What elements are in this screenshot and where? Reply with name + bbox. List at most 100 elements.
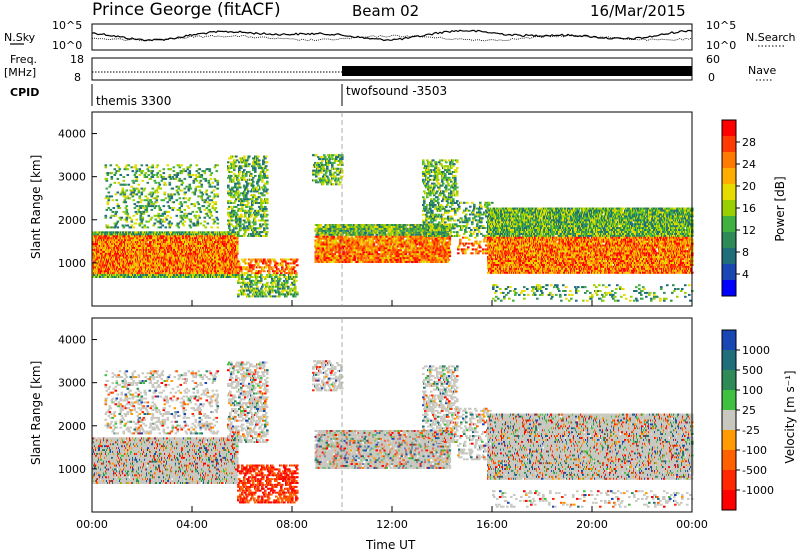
echo-cell [201,176,204,178]
echo-cell [265,225,268,227]
echo-cell [287,264,290,266]
echo-cell [247,165,250,167]
echo-cell [97,253,100,255]
echo-cell [227,202,230,204]
echo-cell [149,193,152,195]
echo-cell [185,213,188,215]
echo-cell [122,225,125,227]
echo-cell [190,176,193,178]
echo-cell [120,174,123,176]
echo-cell [274,282,277,284]
echo-cell [244,216,247,218]
echo-cell [281,282,284,284]
echo-cell [209,170,212,172]
echo-cell [244,227,247,229]
echo-cell [259,227,262,229]
echo-cell [133,215,136,217]
echo-cell [118,205,121,207]
echo-cell [141,172,144,174]
echo-cell [227,231,230,233]
echo-cell [110,209,113,211]
echo-cell [141,193,144,195]
echo-cell [238,169,241,171]
echo-cell [169,199,172,201]
echo-cell [251,179,254,181]
echo-cell [245,181,248,183]
echo-cell [228,227,231,229]
echo-cell [242,292,245,294]
echo-cell [247,227,250,229]
echo-cell [217,195,220,197]
echo-cell [266,223,269,225]
echo-cell [252,202,255,204]
echo-cell [229,200,232,202]
echo-cell [237,280,240,282]
echo-cell [216,211,219,213]
echo-cell [156,201,159,203]
echo-cell [232,225,235,227]
echo-cell [133,188,136,190]
echo-cell [179,166,182,168]
echo-cell [156,197,159,199]
echo-cell [198,203,201,205]
echo-cell [278,280,281,282]
echo-cell [262,159,265,161]
echo-cell [207,223,210,225]
echo-cell [111,195,114,197]
echo-cell [165,226,168,228]
echo-cell [212,207,215,209]
echo-cell [237,196,240,198]
echo-cell [212,239,215,241]
echo-cell [269,274,272,276]
echo-cell [139,225,142,227]
echo-cell [272,280,275,282]
echo-cell [231,189,234,191]
echo-cell [243,235,246,237]
echo-cell [136,178,139,180]
echo-cell [106,209,109,211]
echo-cell [296,264,299,266]
echo-cell [145,241,148,243]
echo-cell [183,168,186,170]
echo-cell [269,290,272,292]
echo-cell [235,264,238,266]
echo-cell [144,188,147,190]
echo-cell [151,201,154,203]
echo-cell [260,278,263,280]
echo-cell [236,270,239,272]
echo-cell [151,217,154,219]
echo-cell [266,220,269,222]
echo-cell [326,158,329,160]
echo-cell [133,192,136,194]
echo-cell [130,193,133,195]
echo-cell [259,173,262,175]
echo-cell [178,188,181,190]
echo-cell [283,270,286,272]
echo-cell [135,164,138,166]
echo-cell [187,205,190,207]
echo-cell [242,175,245,177]
echo-cell [199,217,202,219]
echo-cell [293,278,296,280]
echo-cell [195,178,198,180]
echo-cell [236,245,239,247]
echo-cell [281,264,284,266]
echo-cell [213,190,216,192]
echo-cell [234,185,237,187]
echo-cell [205,199,208,201]
echo-cell [181,190,184,192]
echo-cell [252,187,255,189]
echo-cell [159,221,162,223]
echo-cell [181,184,184,186]
echo-cell [152,164,155,166]
echo-cell [214,186,217,188]
echo-cell [278,295,281,297]
echo-cell [138,190,141,192]
echo-cell [240,214,243,216]
echo-cell [236,159,239,161]
echo-cell [233,194,236,196]
echo-cell [232,181,235,183]
echo-cell [264,293,267,295]
echo-cell [237,272,240,274]
echo-cell [197,225,200,227]
